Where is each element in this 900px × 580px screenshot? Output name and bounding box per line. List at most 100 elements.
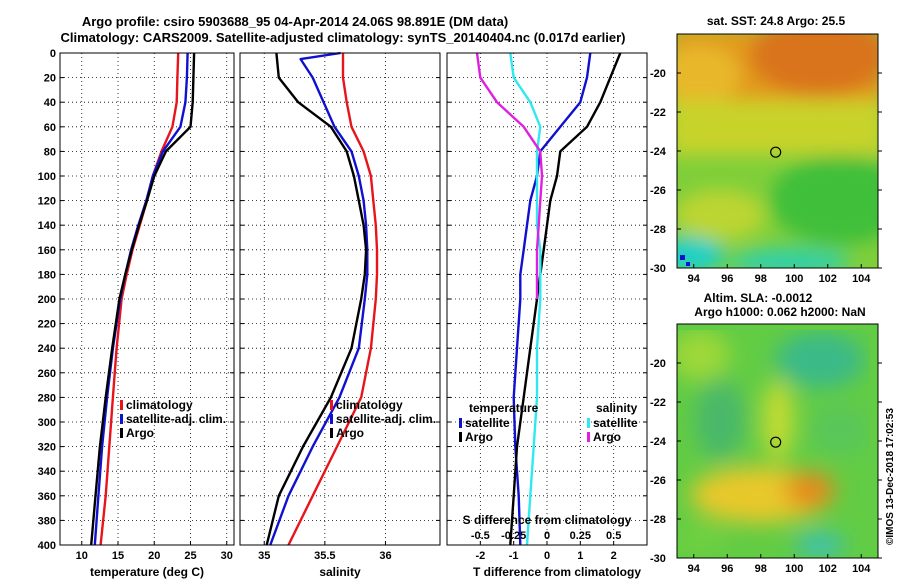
temperature-axes-frame bbox=[59, 52, 235, 546]
salinity-legend-label: satellite-adj. clim. bbox=[336, 412, 436, 426]
difference-xtick-label: 0 bbox=[544, 550, 550, 562]
depth-tick-label: 20 bbox=[44, 73, 56, 85]
difference-xtick-top-label: -0.25 bbox=[501, 530, 526, 542]
difference-xtick-top-label: -0.5 bbox=[471, 530, 490, 542]
depth-tick-label: 400 bbox=[38, 540, 56, 552]
sst-xtick-label: 100 bbox=[785, 273, 803, 285]
difference-panel: -2 -1 0 1 2 T difference from climatology temp… bbox=[446, 52, 648, 579]
difference-series-t-satellite bbox=[512, 52, 592, 546]
difference-legend-label: Argo bbox=[465, 430, 493, 444]
temperature-xtick-label: 10 bbox=[76, 550, 88, 562]
salinity-legend-swatch bbox=[330, 400, 333, 410]
salinity-legend-label: climatology bbox=[336, 398, 403, 412]
sla-subtitle: Argo h1000: 0.062 h2000: NaN bbox=[694, 305, 865, 319]
difference-series-t-argo bbox=[509, 52, 622, 546]
sst-xtick-label: 96 bbox=[721, 273, 733, 285]
sla-ytick-label: -20 bbox=[650, 358, 666, 370]
temperature-legend-swatch bbox=[120, 428, 123, 438]
difference-legend-swatch bbox=[459, 418, 462, 428]
difference-xtick-label: 2 bbox=[611, 550, 617, 562]
sla-xtick-label: 94 bbox=[688, 563, 701, 575]
temperature-series-argo bbox=[90, 52, 196, 546]
sla-field bbox=[677, 324, 878, 558]
difference-legend-swatch bbox=[587, 432, 590, 442]
difference-xtick-label: -2 bbox=[475, 550, 485, 562]
salinity-legend-swatch bbox=[330, 414, 333, 424]
sla-map: Altim. SLA: -0.0012 Argo h1000: 0.062 h2… bbox=[650, 291, 882, 575]
temperature-legend-swatch bbox=[120, 414, 123, 424]
depth-tick-label: 280 bbox=[38, 392, 56, 404]
sla-xtick-label: 96 bbox=[721, 563, 733, 575]
sla-xtick-label: 104 bbox=[852, 563, 871, 575]
sst-ytick-label: -20 bbox=[650, 68, 666, 80]
salinity-legend-swatch bbox=[330, 428, 333, 438]
difference-legend-label: Argo bbox=[593, 430, 621, 444]
difference-axes-frame bbox=[446, 52, 648, 546]
sla-xtick-label: 98 bbox=[755, 563, 767, 575]
sst-xtick-label: 104 bbox=[852, 273, 871, 285]
sst-map: sat. SST: 24.8 Argo: 25.5 94 96 98 100 102 10… bbox=[650, 14, 882, 285]
depth-tick-label: 100 bbox=[38, 171, 56, 183]
sla-xtick-label: 100 bbox=[785, 563, 803, 575]
depth-tick-label: 200 bbox=[38, 294, 56, 306]
difference-xtick-label: -1 bbox=[509, 550, 519, 562]
difference-series-s-argo bbox=[475, 52, 544, 299]
watermark: ©IMOS 13-Dec-2018 17:02:53 bbox=[885, 408, 896, 545]
salinity-xlabel: salinity bbox=[319, 565, 361, 579]
depth-tick-label: 320 bbox=[38, 442, 56, 454]
temperature-xtick-label: 30 bbox=[221, 550, 233, 562]
sla-ytick-label: -22 bbox=[650, 397, 666, 409]
salinity-xtick-label: 36 bbox=[379, 550, 391, 562]
salinity-axes-frame bbox=[239, 52, 441, 546]
sst-title: sat. SST: 24.8 Argo: 25.5 bbox=[707, 14, 846, 28]
profile-panels: 10 15 20 25 30020406080100120140160180200220… bbox=[38, 48, 648, 579]
depth-tick-label: 120 bbox=[38, 196, 56, 208]
difference-legend-label: satellite bbox=[465, 416, 510, 430]
sst-ytick-label: -28 bbox=[650, 224, 666, 236]
temperature-xtick-label: 20 bbox=[148, 550, 160, 562]
salinity-xtick-label: 35 bbox=[258, 550, 270, 562]
sst-field bbox=[677, 34, 878, 268]
depth-tick-label: 260 bbox=[38, 368, 56, 380]
depth-tick-label: 360 bbox=[38, 491, 56, 503]
depth-tick-label: 220 bbox=[38, 319, 56, 331]
depth-tick-label: 40 bbox=[44, 97, 56, 109]
sla-title: Altim. SLA: -0.0012 bbox=[704, 291, 813, 305]
sst-xtick-label: 102 bbox=[819, 273, 837, 285]
depth-tick-label: 0 bbox=[50, 48, 56, 60]
salinity-series-climatology bbox=[287, 53, 379, 546]
sla-ytick-label: -28 bbox=[650, 514, 666, 526]
difference-xlabel-top: S difference from climatology bbox=[463, 513, 632, 527]
depth-tick-label: 240 bbox=[38, 343, 56, 355]
difference-xtick-top-label: 0.5 bbox=[606, 530, 621, 542]
sla-ytick-label: -30 bbox=[650, 553, 666, 565]
temperature-panel: 10 15 20 25 30020406080100120140160180200220… bbox=[38, 48, 235, 579]
sst-ytick-label: -24 bbox=[650, 146, 667, 158]
difference-legend-swatch bbox=[459, 432, 462, 442]
sst-xtick-label: 98 bbox=[755, 273, 767, 285]
salinity-panel: 35 35.5 36 salinity climatologysatellite-adj… bbox=[239, 51, 441, 579]
depth-tick-label: 380 bbox=[38, 515, 56, 527]
salinity-legend-label: Argo bbox=[336, 426, 364, 440]
difference-legend-salinity-title: salinity bbox=[596, 401, 638, 415]
sst-xtick-label: 94 bbox=[688, 273, 701, 285]
depth-tick-label: 180 bbox=[38, 269, 56, 281]
salinity-series-argo bbox=[265, 52, 368, 546]
temperature-legend-label: climatology bbox=[126, 398, 193, 412]
difference-xlabel: T difference from climatology bbox=[473, 565, 641, 579]
temperature-xtick-label: 25 bbox=[184, 550, 196, 562]
depth-tick-label: 140 bbox=[38, 220, 56, 232]
depth-tick-label: 160 bbox=[38, 245, 56, 257]
depth-tick-label: 80 bbox=[44, 146, 56, 158]
sla-ytick-label: -26 bbox=[650, 475, 666, 487]
difference-legend-label: satellite bbox=[593, 416, 638, 430]
sla-argo-marker bbox=[770, 436, 782, 448]
difference-legend-swatch bbox=[587, 418, 590, 428]
sst-ytick-label: -26 bbox=[650, 185, 666, 197]
difference-xtick-label: 1 bbox=[577, 550, 583, 562]
sst-argo-marker bbox=[770, 146, 782, 158]
depth-tick-label: 340 bbox=[38, 466, 56, 478]
salinity-xtick-label: 35.5 bbox=[314, 550, 335, 562]
difference-legend-temperature-title: temperature bbox=[469, 401, 539, 415]
